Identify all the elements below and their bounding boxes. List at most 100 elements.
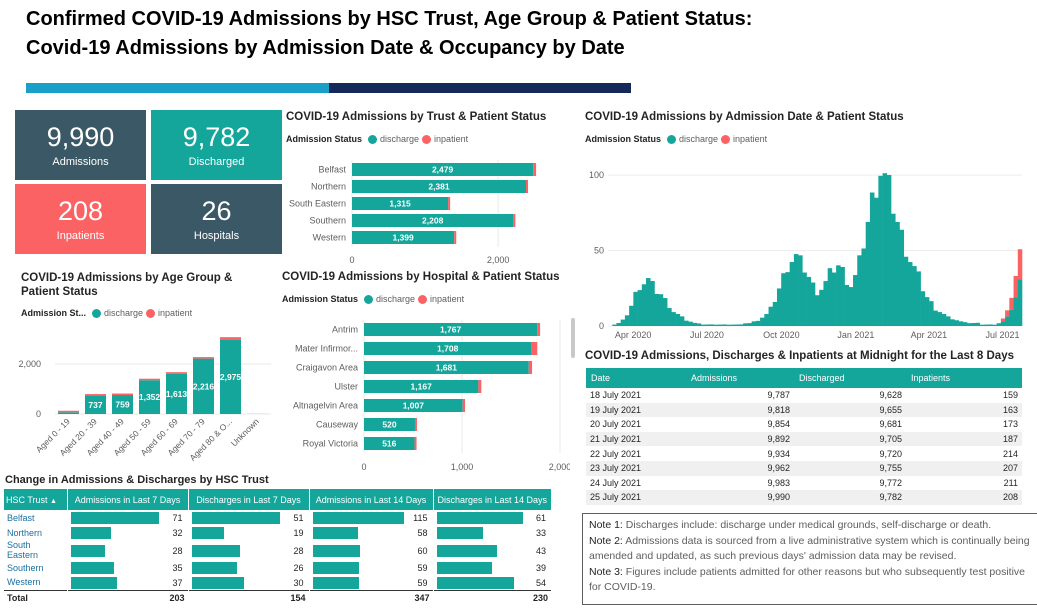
table-row[interactable]: 18 July 2021 9,787 9,628 159 <box>586 388 1022 403</box>
table-row[interactable]: 21 July 2021 9,892 9,705 187 <box>586 431 1022 447</box>
discharge-bar <box>624 315 630 326</box>
inpatient-bar <box>112 393 133 396</box>
col-adm-7[interactable]: Admissions in Last 7 Days <box>67 489 189 510</box>
legend-inpatient[interactable]: inpatient <box>158 308 193 318</box>
table-cell: 71 <box>67 510 189 525</box>
category-label: Southern <box>309 216 346 226</box>
col-discharged[interactable]: Discharged <box>794 368 906 388</box>
table-cell: 173 <box>1002 419 1018 430</box>
discharge-bar <box>364 399 463 412</box>
notes-box: Note 1: Discharges include: discharge un… <box>582 513 1037 605</box>
discharge-bar <box>637 290 643 326</box>
note-key: Note 1: <box>589 519 623 531</box>
cell-bar-container: 26 <box>191 561 306 574</box>
table-row[interactable]: South Eastern 28 28 60 43 <box>4 540 552 560</box>
col-hsc-trust[interactable]: HSC Trust ▲ <box>4 489 68 510</box>
date-area-chart: 0 50 100 Apr 2020 Jul 2020 Oct 2020 Jan 2021 Ap… <box>589 170 1023 340</box>
kpi-hospitals[interactable]: 26 Hospitals <box>151 184 282 254</box>
table-row[interactable]: 20 July 2021 9,854 9,681 173 <box>586 417 1022 432</box>
kpi-discharged[interactable]: 9,782 Discharged <box>151 110 282 180</box>
table-row[interactable]: 23 July 2021 9,962 9,755 207 <box>586 460 1022 476</box>
inpatient-bar <box>1013 275 1019 298</box>
discharge-legend-dot <box>92 308 102 318</box>
inpatient-bar <box>220 337 241 340</box>
table-cell: 37 <box>67 575 189 590</box>
table-cell: 61 <box>433 510 552 525</box>
category-label: Mater Infirmor... <box>295 344 358 354</box>
table-cell: 39 <box>433 560 552 575</box>
discharge-bar <box>696 323 702 326</box>
cell-bar-container: 19 <box>191 526 306 539</box>
legend-discharge[interactable]: discharge <box>679 134 719 144</box>
discharge-bar <box>979 324 985 326</box>
discharge-bar <box>831 272 837 326</box>
hospital-chart-scrollbar[interactable] <box>571 318 575 358</box>
table-cell: 43 <box>433 540 552 560</box>
col-date[interactable]: Date <box>586 368 686 388</box>
discharge-bar <box>1009 309 1014 326</box>
discharge-bar <box>857 255 862 326</box>
cell-value: 51 <box>293 513 304 523</box>
discharge-bar <box>1000 321 1006 326</box>
discharge-bar <box>861 248 866 326</box>
legend-inpatient[interactable]: inpatient <box>733 134 768 144</box>
table-cell: 54 <box>433 575 552 590</box>
trust-chart-title: COVID-19 Admissions by Trust & Patient S… <box>286 111 547 123</box>
legend-discharge[interactable]: discharge <box>376 294 416 304</box>
note-text: Admissions data is sourced from a live a… <box>589 534 1030 563</box>
tick-label: 0 <box>349 255 354 265</box>
table-cell: 19 <box>188 525 310 540</box>
legend-title: Admission Status <box>282 294 359 304</box>
table-row[interactable]: Northern 32 19 58 33 <box>4 525 552 540</box>
discharge-bar <box>916 271 921 326</box>
legend-inpatient[interactable]: inpatient <box>434 134 469 144</box>
col-label: HSC Trust <box>6 494 48 505</box>
cell-bar-container: 39 <box>436 561 549 574</box>
cell-bar-container: 43 <box>436 544 549 557</box>
table-cell: 115 <box>309 510 434 525</box>
data-bar <box>70 562 115 574</box>
col-admissions[interactable]: Admissions <box>686 368 794 388</box>
table-row[interactable]: Western 37 30 59 54 <box>4 575 552 590</box>
discharge-legend-dot <box>364 294 374 304</box>
table-row[interactable]: Belfast 71 51 115 61 <box>4 510 552 525</box>
discharge-bar <box>827 268 833 326</box>
col-inpatients[interactable]: Inpatients <box>906 368 1022 388</box>
cell-value: 54 <box>535 577 546 588</box>
table-row[interactable]: Southern 35 26 59 39 <box>4 560 552 575</box>
cell-bar-container: 35 <box>70 561 185 574</box>
hospital-chart-title: COVID-19 Admissions by Hospital & Patien… <box>282 271 560 283</box>
discharge-bar <box>662 298 668 326</box>
table-row[interactable]: 22 July 2021 9,934 9,720 214 <box>586 446 1022 461</box>
data-bar <box>191 544 241 557</box>
discharge-bar <box>874 197 879 326</box>
discharge-bar <box>193 358 214 414</box>
legend-discharge[interactable]: discharge <box>104 308 144 318</box>
kpi-inpatients[interactable]: 208 Inpatients <box>15 184 146 254</box>
kpi-admissions[interactable]: 9,990 Admissions <box>15 110 146 180</box>
last8-table: Date Admissions Discharged Inpatients 18… <box>586 368 1022 505</box>
table-row[interactable]: 25 July 2021 9,990 9,782 208 <box>586 490 1022 505</box>
col-dis-14[interactable]: Discharges in Last 14 Days <box>433 489 552 510</box>
inpatient-bar <box>525 180 528 193</box>
data-label: 1,767 <box>440 325 462 335</box>
tick-label: 50 <box>594 246 604 256</box>
discharge-bar <box>848 287 854 326</box>
table-row[interactable]: 19 July 2021 9,818 9,655 163 <box>586 402 1022 418</box>
date-chart-legend: Admission Status discharge inpatient <box>585 134 767 144</box>
table-row[interactable]: 24 July 2021 9,983 9,772 211 <box>586 476 1022 491</box>
legend-inpatient[interactable]: inpatient <box>430 294 465 304</box>
discharge-bar <box>650 281 655 326</box>
col-dis-7[interactable]: Discharges in Last 7 Days <box>188 489 310 510</box>
discharge-bar <box>768 306 774 326</box>
discharge-bar <box>878 175 883 326</box>
trust-name: Western <box>4 575 68 590</box>
col-adm-14[interactable]: Admissions in Last 14 Days <box>309 489 434 510</box>
cell-bar-container: 58 <box>312 526 430 539</box>
tick-label: Oct 2020 <box>763 330 800 340</box>
last8-table-title: COVID-19 Admissions, Discharges & Inpati… <box>585 350 1014 362</box>
discharge-bar <box>717 324 723 326</box>
legend-discharge[interactable]: discharge <box>380 134 420 144</box>
data-label: 2,208 <box>422 216 444 226</box>
discharge-bar <box>139 380 160 414</box>
